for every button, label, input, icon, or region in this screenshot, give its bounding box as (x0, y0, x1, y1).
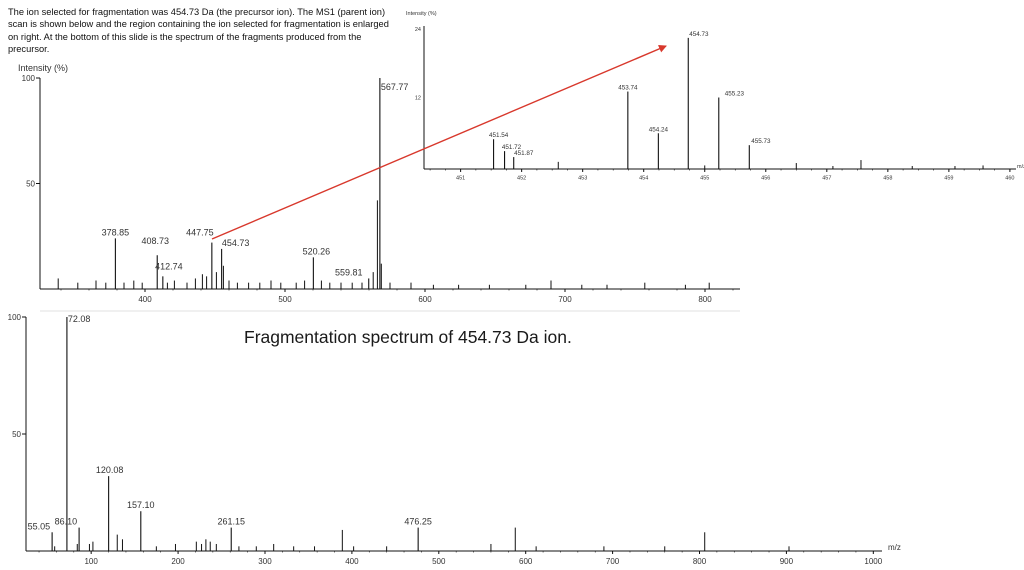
peak-label: 520.26 (303, 246, 331, 256)
x-tick-label: 453 (578, 176, 587, 182)
y-mid-label: 12 (415, 96, 421, 102)
peak-label: 455.23 (725, 91, 745, 98)
x-tick-label: 700 (558, 295, 572, 304)
peak-label: 451.72 (502, 144, 522, 151)
peak-label: 567.77 (381, 82, 409, 92)
x-tick-label: 458 (883, 176, 892, 182)
peak-label: 55.05 (28, 521, 51, 531)
y-axis-label: Intensity (%) (406, 11, 437, 17)
x-tick-label: 400 (138, 295, 152, 304)
peak-label: 157.10 (127, 500, 155, 510)
peak-label: 454.24 (649, 126, 669, 133)
peak-label: 451.87 (514, 150, 534, 157)
x-tick-label: 800 (698, 295, 712, 304)
y-tick-label: 100 (8, 313, 22, 322)
peak-label: 454.73 (689, 31, 709, 38)
x-tick-label: 459 (944, 176, 953, 182)
x-tick-label: 451 (456, 176, 465, 182)
peak-label: 454.73 (222, 238, 250, 248)
x-tick-label: 1000 (864, 557, 882, 566)
peak-label: 453.74 (618, 85, 638, 92)
y-axis-label: Intensity (%) (18, 63, 68, 73)
x-tick-label: 456 (761, 176, 770, 182)
peak-label: 559.81 (335, 267, 363, 277)
peak-label: 412.74 (155, 261, 183, 271)
peak-label: 455.73 (751, 138, 771, 145)
x-axis-label: m/z (1017, 164, 1024, 170)
x-tick-label: 800 (693, 557, 707, 566)
x-tick-label: 400 (345, 557, 359, 566)
y-tick-label: 50 (26, 180, 35, 189)
ms1-spectrum: 100 50 Intensity (%) 400 500 600 700 800 378.85 4… (18, 63, 740, 304)
x-tick-label: 500 (278, 295, 292, 304)
ms1-zoom-spectrum: 24 12 Intensity (%) 451 452 453 454 455 456 457 45… (406, 11, 1024, 182)
peak-label: 120.08 (96, 465, 124, 475)
peak-label: 451.54 (489, 132, 509, 139)
y-top-label: 24 (415, 27, 421, 33)
x-tick-label: 500 (432, 557, 446, 566)
peak-label: 261.15 (217, 517, 245, 527)
fragment-spectrum: 100 50 100 200 300 400 500 600 700 800 900 1000 m/z 5… (8, 313, 901, 566)
x-tick-label: 452 (517, 176, 526, 182)
y-tick-label: 50 (12, 430, 21, 439)
peak-label: 476.25 (404, 517, 432, 527)
x-tick-label: 460 (1005, 176, 1014, 182)
x-tick-label: 200 (171, 557, 185, 566)
x-tick-label: 600 (519, 557, 533, 566)
x-axis-label: m/z (888, 543, 901, 552)
x-tick-label: 457 (822, 176, 831, 182)
peak-label: 447.75 (186, 228, 214, 238)
x-tick-label: 600 (418, 295, 432, 304)
x-tick-label: 300 (258, 557, 272, 566)
intro-text: The ion selected for fragmentation was 4… (8, 7, 389, 55)
x-tick-label: 700 (606, 557, 620, 566)
x-tick-label: 900 (780, 557, 794, 566)
peak-label: 378.85 (102, 227, 130, 237)
x-tick-label: 455 (700, 176, 709, 182)
y-tick-label: 100 (22, 74, 36, 83)
x-tick-label: 100 (84, 557, 98, 566)
peak-label: 86.10 (55, 517, 78, 527)
zoom-arrow (211, 45, 667, 240)
peak-label: 72.08 (68, 314, 91, 324)
x-tick-label: 454 (639, 176, 648, 182)
fragment-spectrum-title: Fragmentation spectrum of 454.73 Da ion. (244, 327, 572, 347)
peak-label: 408.73 (141, 236, 169, 246)
